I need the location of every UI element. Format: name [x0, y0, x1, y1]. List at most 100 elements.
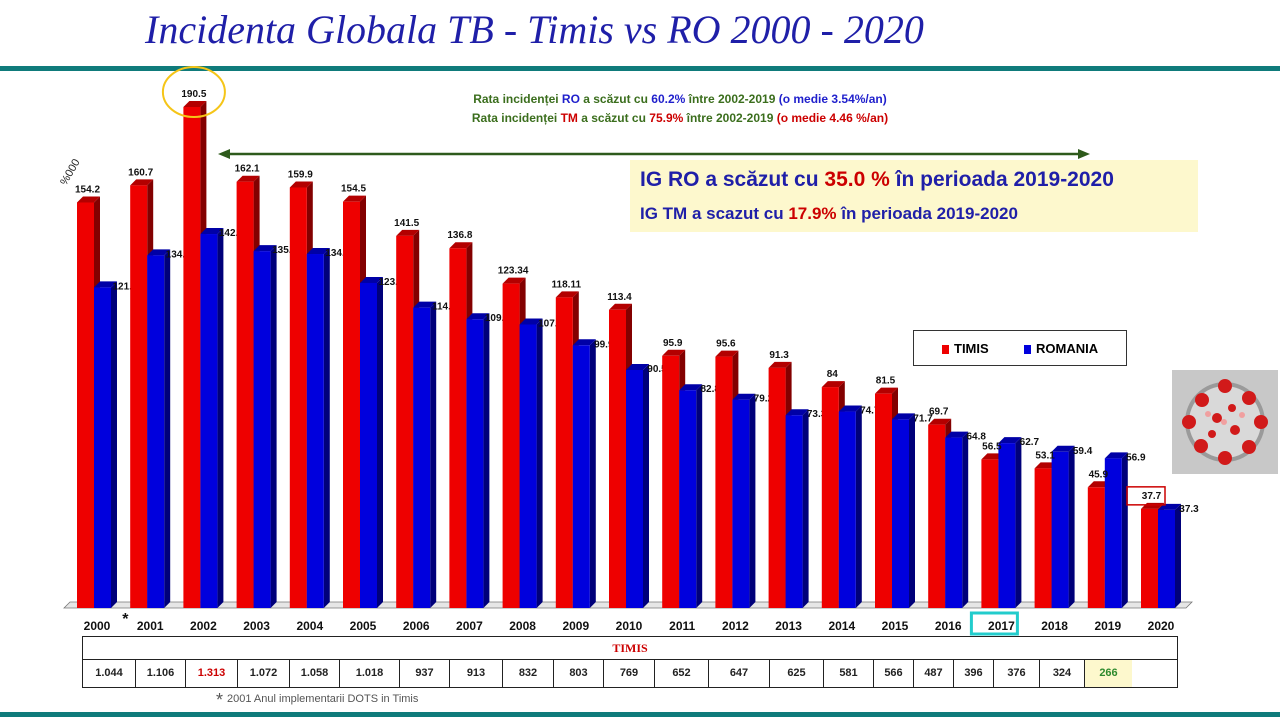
label-timis-2018: 53.1 [1035, 450, 1055, 461]
label-romania-2017: 62.7 [1020, 437, 1040, 448]
x-tick-2013: 2013 [775, 619, 802, 633]
ig-tm-prefix: IG TM a scazut cu [640, 204, 789, 223]
bar-romania-2019-side [1121, 452, 1128, 608]
table-cell-2003: 1.072 [238, 660, 290, 687]
label-timis-2008: 123.34 [498, 266, 529, 277]
period-arrow-head-right [1078, 149, 1090, 159]
bar-romania-2005 [360, 282, 377, 608]
table-cell-2014: 581 [824, 660, 874, 687]
legend-label-romania: ROMANIA [1036, 341, 1099, 356]
x-tick-2011: 2011 [669, 619, 695, 633]
label-romania-2003: 135.7 [272, 245, 297, 256]
bar-romania-2014 [838, 411, 856, 608]
x-tick-2018: 2018 [1041, 619, 1068, 633]
chart-legend: TIMIS ROMANIA [913, 330, 1127, 366]
label-timis-2005: 154.5 [341, 184, 366, 195]
label-timis-2006: 141.5 [394, 218, 419, 229]
bar-romania-2008 [519, 324, 537, 608]
label-timis-2009: 118.11 [552, 279, 582, 290]
label-romania-2009: 99.9 [594, 339, 614, 350]
bar-romania-2016-top [945, 431, 969, 438]
label-timis-2014: 84 [827, 369, 839, 380]
bar-romania-2009-top [572, 339, 596, 346]
bar-romania-2012-top [732, 393, 756, 400]
label-timis-2000: 154.2 [75, 184, 100, 195]
label-romania-2012: 79.2 [754, 394, 774, 405]
bar-romania-2016 [945, 437, 963, 608]
bar-timis-2005-top [343, 195, 366, 202]
bar-romania-2006 [413, 307, 431, 608]
bar-timis-2001 [130, 185, 148, 609]
bar-romania-2012 [732, 399, 750, 608]
note-ro-pct: 60.2% [651, 92, 686, 106]
bar-romania-2000 [94, 287, 111, 608]
bar-romania-2009 [572, 345, 590, 608]
note-tm-code: TM [560, 111, 578, 125]
label-romania-2002: 142.2 [219, 228, 244, 239]
bar-romania-2006-side [430, 301, 437, 608]
bar-timis-2008-top [502, 277, 526, 284]
bar-romania-2013-top [785, 409, 809, 416]
note-tm-prefix: Rata incidenței [471, 111, 561, 125]
ig-tm-suffix: în perioada 2019-2020 [836, 204, 1018, 223]
bar-romania-2007 [466, 319, 484, 608]
bar-timis-2014-top [821, 381, 845, 388]
bar-romania-2011-side [696, 384, 703, 608]
ig-tm-value: 17.9% [788, 204, 837, 223]
label-romania-2005: 123.6 [378, 277, 403, 288]
year-star-2001: * [122, 611, 129, 628]
table-cell-2016: 487 [914, 660, 954, 687]
ig-summary-box: IG RO a scăzut cu 35.0 % în perioada 201… [630, 160, 1198, 232]
ig-ro-line: IG RO a scăzut cu 35.0 % în perioada 201… [640, 168, 1114, 192]
table-cell-2004: 1.058 [290, 660, 340, 687]
bar-romania-2008-side [536, 318, 543, 608]
coronavirus-icon [1172, 370, 1278, 474]
bar-timis-2015 [875, 393, 892, 608]
label-romania-2016: 64.8 [966, 432, 986, 443]
bar-romania-2016-side [962, 431, 969, 608]
x-tick-2003: 2003 [243, 619, 270, 633]
label-timis-2012: 95.6 [716, 339, 736, 350]
x-tick-2007: 2007 [456, 619, 483, 633]
x-tick-2009: 2009 [562, 619, 589, 633]
bar-romania-2011-top [679, 384, 703, 391]
bar-romania-2013 [785, 415, 803, 608]
x-tick-2005: 2005 [350, 619, 377, 633]
bar-romania-2002-top [200, 228, 224, 235]
label-timis-2003: 162.1 [235, 164, 260, 175]
table-cell-2013: 625 [770, 660, 824, 687]
bar-romania-2015-side [909, 413, 915, 608]
note-tm: Rata incidenței TM a scăzut cu 75.9% înt… [375, 109, 985, 128]
bar-timis-2002 [183, 107, 201, 608]
label-timis-2010: 113.4 [607, 292, 632, 303]
bar-romania-2018-side [1068, 445, 1075, 608]
label-romania-2008: 107.8 [538, 318, 563, 329]
bar-timis-2010 [609, 309, 626, 608]
table-cell-2020: 266 [1085, 660, 1132, 687]
bar-romania-2001-side [164, 249, 171, 608]
bar-romania-2003-side [270, 245, 277, 608]
table-cell-2011: 652 [655, 660, 709, 687]
table-cell-2012: 647 [709, 660, 770, 687]
label-romania-2014: 74.7 [860, 406, 880, 417]
note-ro-middle: a scăzut cu [579, 92, 652, 106]
note-ro: Rata incidenței RO a scăzut cu 60.2% înt… [375, 90, 985, 109]
table-cell-2006: 937 [400, 660, 450, 687]
bar-romania-2010-top [626, 363, 649, 370]
label-timis-2017: 56.5 [982, 441, 1002, 452]
bar-timis-2004 [289, 187, 307, 608]
bar-romania-2014-side [855, 405, 862, 608]
label-romania-2007: 109.8 [485, 313, 510, 324]
label-timis-2013: 91.3 [769, 350, 789, 361]
label-romania-2015: 71.7 [913, 413, 933, 424]
bar-timis-2005 [343, 201, 360, 608]
bar-timis-2008 [502, 283, 520, 608]
bar-timis-2013-top [768, 361, 792, 368]
highlight-box-2020 [1126, 486, 1166, 506]
bar-romania-2020 [1158, 509, 1175, 608]
bar-romania-2017-side [1015, 437, 1022, 608]
bar-timis-2007 [449, 248, 467, 608]
bar-romania-2012-side [749, 393, 756, 608]
note-tm-pct: 75.9% [649, 111, 684, 125]
